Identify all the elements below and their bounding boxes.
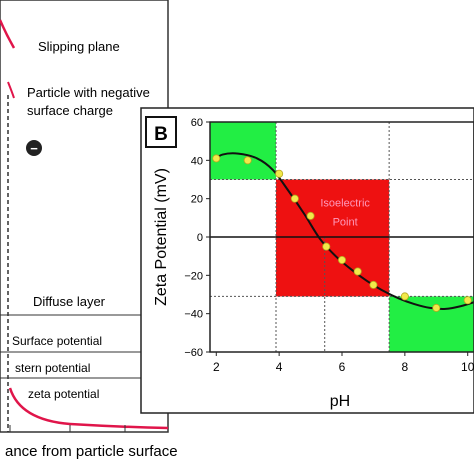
y-tick-label: 0: [197, 232, 203, 244]
data-point: [212, 154, 221, 163]
negative-particle-icon: [26, 140, 42, 156]
y-tick-label: 40: [191, 155, 203, 167]
data-point: [275, 169, 284, 178]
potential-decay-curve: [8, 387, 169, 430]
data-point: [322, 242, 331, 251]
y-tick-label: −60: [184, 347, 203, 359]
particle-label-line2: surface charge: [27, 103, 113, 118]
chart-panel: Isoelectric Point 2 4 6 8 10 −60 −40 −20 0 20 40 6…: [140, 107, 474, 414]
particle-arrow: [7, 81, 15, 99]
data-point: [306, 211, 315, 220]
y-tick-label: 20: [191, 194, 203, 206]
stern-potential-label: stern potential: [15, 361, 90, 375]
slipping-plane-label: Slipping plane: [38, 39, 120, 54]
data-point: [290, 194, 299, 203]
data-point: [400, 292, 409, 301]
region-green-top: [210, 122, 276, 180]
x-ticks: 2 4 6 8 10: [213, 352, 474, 374]
x-tick-label: 8: [402, 360, 409, 374]
left-xlabel: ance from particle surface: [5, 443, 178, 460]
data-point: [369, 280, 378, 289]
panel-label-box: [145, 116, 177, 148]
x-tick-label: 2: [213, 360, 220, 374]
y-tick-label: −40: [184, 309, 203, 321]
data-point: [463, 296, 472, 305]
y-tick-label: −20: [184, 270, 203, 282]
region-dotted-lines: [210, 122, 474, 352]
zeta-potential-label: zeta potential: [28, 387, 99, 401]
isoelectric-label-line1: Isoelectric: [320, 197, 370, 209]
data-point: [432, 303, 441, 312]
y-tick-label: 60: [191, 117, 203, 129]
y-ticks: −60 −40 −20 0 20 40 60: [184, 117, 210, 359]
data-point: [337, 255, 346, 264]
x-axis-label: pH: [330, 393, 350, 410]
y-axis-label: Zeta Potential (mV): [153, 168, 170, 306]
panel-label: B: [154, 124, 168, 145]
x-tick-label: 10: [461, 360, 474, 374]
data-points: [212, 154, 472, 312]
slipping-plane-arrow: [0, 19, 16, 49]
data-point: [243, 156, 252, 165]
x-tick-label: 6: [339, 360, 346, 374]
x-tick-label: 4: [276, 360, 283, 374]
region-green-bottom: [389, 296, 474, 352]
diffuse-layer-label: Diffuse layer: [33, 294, 106, 309]
negative-sign: −: [30, 141, 38, 156]
surface-potential-label: Surface potential: [12, 334, 102, 348]
particle-label-line1: Particle with negative: [27, 85, 150, 100]
data-point: [353, 267, 362, 276]
isoelectric-label-line2: Point: [333, 217, 358, 229]
left-panel: Slipping plane Particle with negative su…: [0, 0, 178, 460]
